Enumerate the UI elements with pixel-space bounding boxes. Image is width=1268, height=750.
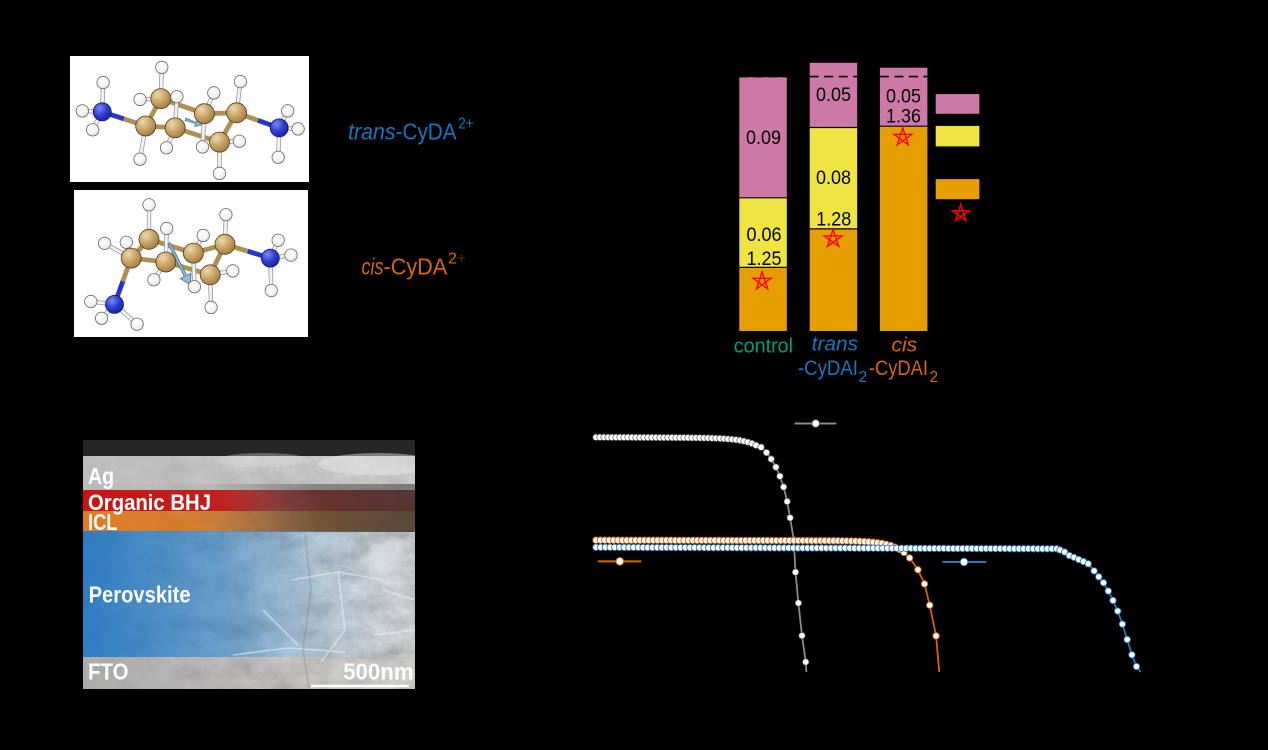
svg-text:cis: cis [892, 335, 918, 357]
svg-text:0.09: 0.09 [746, 128, 781, 149]
svg-text:0.08: 0.08 [816, 168, 851, 189]
svg-text:1.36: 1.36 [886, 107, 921, 128]
svg-text:Ag: Ag [88, 463, 114, 489]
svg-text:0.05: 0.05 [816, 85, 851, 106]
svg-text:cis: cis [362, 254, 384, 280]
svg-text:0.06: 0.06 [747, 225, 782, 246]
svg-text:trans: trans [812, 334, 858, 356]
svg-text:ICL: ICL [88, 509, 118, 535]
svg-text:trans: trans [348, 119, 396, 145]
svg-text:FTO: FTO [88, 659, 129, 685]
svg-text:-CyDAI: -CyDAI [869, 356, 928, 380]
svg-text:Organic BHJ: Organic BHJ [88, 490, 211, 515]
svg-text:-CyDA: -CyDA [396, 119, 458, 145]
svg-text:2: 2 [859, 369, 868, 386]
svg-text:-CyDA: -CyDA [384, 254, 448, 280]
svg-text:2+: 2+ [448, 251, 466, 268]
svg-text:0.05: 0.05 [886, 87, 921, 108]
svg-text:2: 2 [930, 369, 939, 386]
svg-text:-CyDAI: -CyDAI [798, 356, 858, 380]
svg-text:Perovskite: Perovskite [89, 582, 191, 608]
svg-text:500nm: 500nm [343, 659, 413, 685]
svg-text:2+: 2+ [458, 116, 473, 133]
svg-text:control: control [734, 336, 793, 358]
svg-text:1.28: 1.28 [816, 210, 851, 231]
svg-text:1.25: 1.25 [747, 249, 782, 270]
